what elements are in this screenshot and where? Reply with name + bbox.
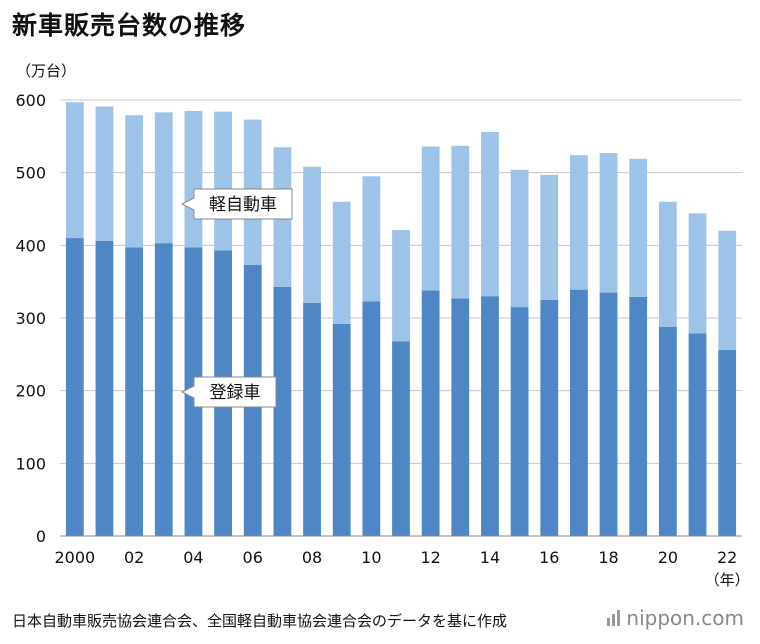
label-kei-box <box>180 188 293 220</box>
bar-registered-2016 <box>540 299 559 536</box>
x-tick-label: 14 <box>480 548 500 567</box>
bar-registered-2011 <box>392 341 410 536</box>
bar-registered-2018 <box>599 292 618 536</box>
bar-registered-2007 <box>273 286 292 536</box>
bar-kei-2021 <box>688 213 707 334</box>
label-kei: 軽自動車 <box>209 195 277 215</box>
x-axis-unit-label: （年） <box>705 571 750 589</box>
x-tick-label: 04 <box>183 548 203 567</box>
bar-kei-2015 <box>510 169 529 308</box>
bar-kei-2000 <box>65 102 84 239</box>
bar-kei-2003 <box>154 112 173 244</box>
x-tick-label: 02 <box>124 548 144 567</box>
bar-kei-2022 <box>718 230 737 350</box>
chart-title: 新車販売台数の推移 <box>12 11 247 40</box>
y-tick-label: 300 <box>15 309 46 328</box>
bar-kei-2012 <box>421 146 440 291</box>
bar-registered-2001 <box>95 240 114 536</box>
bar-kei-2010 <box>362 176 381 302</box>
y-tick-label: 400 <box>15 236 46 255</box>
bar-registered-2008 <box>303 302 321 536</box>
x-tick-label: 20 <box>658 548 678 567</box>
bar-kei-2004 <box>184 110 203 248</box>
x-tick-label: 06 <box>243 548 263 567</box>
bar-registered-2022 <box>718 349 737 536</box>
bar-kei-2017 <box>570 155 588 290</box>
bar-kei-2019 <box>629 158 648 297</box>
bar-kei-2018 <box>599 153 618 293</box>
y-tick-label: 500 <box>15 164 46 183</box>
bar-kei-2002 <box>125 115 144 248</box>
bar-kei-2001 <box>95 106 114 241</box>
bar-registered-2019 <box>629 296 648 536</box>
bar-registered-2000 <box>65 238 84 537</box>
x-tick-label: 12 <box>420 548 440 567</box>
bar-registered-2012 <box>421 290 440 536</box>
bar-registered-2013 <box>451 298 470 536</box>
x-tick-label: 22 <box>717 548 737 567</box>
source-note: 日本自動車販売協会連合会、全国軽自動車協会連合会のデータを基に作成 <box>12 612 508 630</box>
label-registered-box <box>180 376 277 408</box>
bar-kei-2011 <box>392 230 410 342</box>
bar-kei-2008 <box>303 166 321 303</box>
y-tick-label: 200 <box>15 382 46 401</box>
bar-kei-2020 <box>658 201 677 327</box>
bar-registered-2010 <box>362 301 381 536</box>
bar-kei-2013 <box>451 145 470 299</box>
y-tick-label: 600 <box>15 91 46 110</box>
x-tick-label: 08 <box>302 548 322 567</box>
bar-kei-2016 <box>540 174 559 300</box>
bar-registered-2002 <box>125 247 144 536</box>
label-registered: 登録車 <box>210 383 261 403</box>
y-tick-label: 0 <box>36 527 46 546</box>
bar-kei-2005 <box>214 111 232 251</box>
logo-mark-icon <box>607 610 621 626</box>
x-tick-label: 10 <box>361 548 381 567</box>
nippon-logo: nippon.com <box>607 606 744 630</box>
bar-registered-2017 <box>570 289 588 536</box>
bar-kei-2009 <box>332 201 351 324</box>
bar-registered-2014 <box>481 296 499 536</box>
x-tick-label: 18 <box>598 548 618 567</box>
x-tick-label: 16 <box>539 548 559 567</box>
bar-registered-2003 <box>154 243 173 537</box>
y-tick-label: 100 <box>15 454 46 473</box>
bar-kei-2014 <box>481 131 499 297</box>
bar-registered-2021 <box>688 333 707 536</box>
bar-registered-2020 <box>658 326 677 536</box>
x-tick-label: 2000 <box>54 548 95 567</box>
logo-text: nippon.com <box>626 606 744 630</box>
y-axis-unit-label: （万台） <box>16 62 76 80</box>
bar-registered-2015 <box>510 307 529 536</box>
bar-registered-2009 <box>332 323 351 536</box>
